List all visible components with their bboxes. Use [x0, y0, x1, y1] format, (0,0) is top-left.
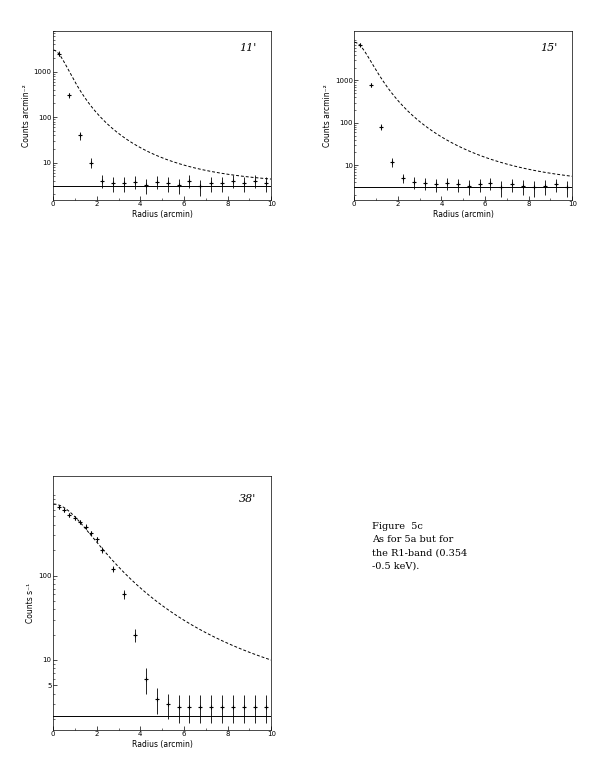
X-axis label: Radius (arcmin): Radius (arcmin)	[433, 210, 494, 219]
X-axis label: Radius (arcmin): Radius (arcmin)	[132, 210, 192, 219]
Y-axis label: Counts s⁻¹: Counts s⁻¹	[27, 583, 35, 623]
Text: 38': 38'	[239, 494, 256, 504]
Text: 11': 11'	[239, 42, 256, 52]
Text: Figure  5c
As for 5a but for
the R1-band (0.354
-0.5 keV).: Figure 5c As for 5a but for the R1-band …	[372, 521, 467, 571]
Text: 15': 15'	[540, 42, 557, 52]
Y-axis label: Counts arcmin⁻²: Counts arcmin⁻²	[22, 84, 31, 147]
X-axis label: Radius (arcmin): Radius (arcmin)	[132, 740, 192, 749]
Y-axis label: Counts arcmin⁻²: Counts arcmin⁻²	[323, 84, 332, 147]
